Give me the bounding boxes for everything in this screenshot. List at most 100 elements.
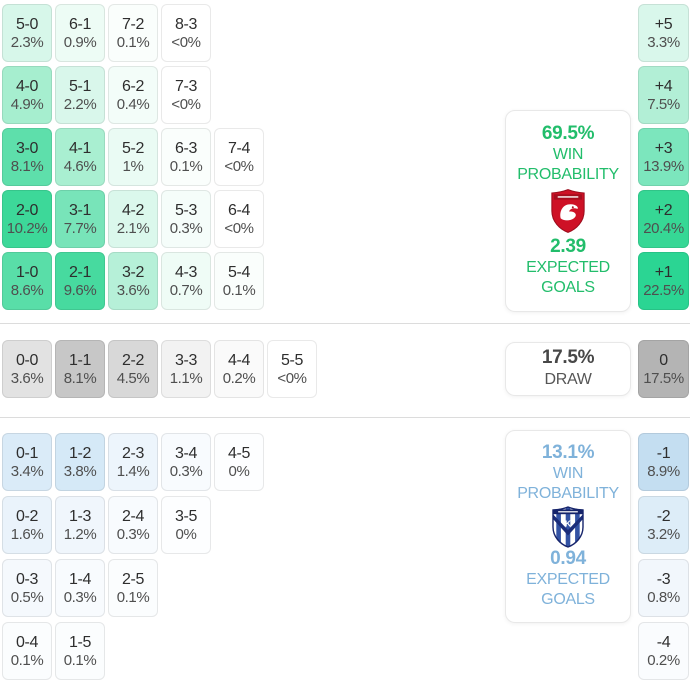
cell-probability-label: 1.6% xyxy=(10,525,44,543)
cell-probability-label: 3.6% xyxy=(116,281,150,299)
cell-score-label: 0-0 xyxy=(16,351,38,369)
cell-score-label: 4-1 xyxy=(69,139,91,157)
cell-score-label: -4 xyxy=(656,633,671,651)
cell-score-label: 3-4 xyxy=(175,444,197,462)
score-cell: 3-0 8.1% xyxy=(2,128,52,186)
svg-text:K: K xyxy=(565,518,572,528)
cell-score-label: 2-1 xyxy=(69,263,91,281)
matrix-row: -3 0.8% xyxy=(638,559,689,617)
cell-probability-label: 3.8% xyxy=(63,462,97,480)
score-cell: 4-4 0.2% xyxy=(214,340,264,398)
cell-score-label: -3 xyxy=(656,570,671,588)
cell-probability-label: 0.1% xyxy=(116,588,150,606)
matrix-row: 4-0 4.9% 5-1 2.2% 6-2 0.4% 7-3 <0% xyxy=(2,66,264,124)
cell-probability-label: 0.1% xyxy=(10,651,44,669)
cell-score-label: +4 xyxy=(654,77,673,95)
cell-score-label: +2 xyxy=(654,201,673,219)
goal-diff-cell: -3 0.8% xyxy=(638,559,689,617)
goal-diff-cell: +2 20.4% xyxy=(638,190,689,248)
cell-probability-label: 4.5% xyxy=(116,369,150,387)
draw-label: DRAW xyxy=(544,371,592,389)
matrix-row: -2 3.2% xyxy=(638,496,689,554)
cell-score-label: 4-0 xyxy=(16,77,38,95)
cell-score-label: 6-4 xyxy=(228,201,250,219)
cell-score-label: 5-2 xyxy=(122,139,144,157)
matrix-row: 0-3 0.5% 1-4 0.3% 2-5 0.1% xyxy=(2,559,264,617)
goal-diff-cell: -2 3.2% xyxy=(638,496,689,554)
cell-probability-label: 1% xyxy=(122,157,144,175)
cell-probability-label: 0.7% xyxy=(169,281,203,299)
cell-score-label: 0-4 xyxy=(16,633,38,651)
home-win-panel: 69.5% WIN PROBABILITY 2.39 EXPECTED GOAL… xyxy=(505,110,631,312)
cell-score-label: 8-3 xyxy=(175,15,197,33)
cell-probability-label: 0% xyxy=(228,462,250,480)
score-cell: 6-1 0.9% xyxy=(55,4,105,62)
home-goal-diff-column: +5 3.3% +4 7.5% +3 13.9% +2 20.4% +1 22.5% xyxy=(638,4,689,310)
matrix-row: +4 7.5% xyxy=(638,66,689,124)
home-win-probability-block: 69.5% WIN PROBABILITY xyxy=(517,123,619,185)
cell-score-label: 5-1 xyxy=(69,77,91,95)
cell-score-label: 5-3 xyxy=(175,201,197,219)
cell-score-label: 7-2 xyxy=(122,15,144,33)
matrix-row: +5 3.3% xyxy=(638,4,689,62)
score-cell: 0-0 3.6% xyxy=(2,340,52,398)
cell-probability-label: 4.6% xyxy=(63,157,97,175)
cell-probability-label: 0.1% xyxy=(169,157,203,175)
cell-probability-label: 3.2% xyxy=(647,525,680,543)
cell-probability-label: 1.4% xyxy=(116,462,150,480)
matrix-row: 0-4 0.1% 1-5 0.1% xyxy=(2,622,264,680)
cell-probability-label: 3.6% xyxy=(10,369,44,387)
cell-probability-label: 0.2% xyxy=(647,651,680,669)
draw-score-grid: 0-0 3.6% 1-1 8.1% 2-2 4.5% 3-3 1.1% 4-4 0.2% 5-5 <0… xyxy=(2,340,317,398)
cell-score-label: +5 xyxy=(654,15,673,33)
matrix-row: +2 20.4% xyxy=(638,190,689,248)
cell-probability-label: 13.9% xyxy=(643,157,684,175)
score-cell: 6-3 0.1% xyxy=(161,128,211,186)
cell-probability-label: 2.2% xyxy=(63,95,97,113)
home-expected-goals-block: 2.39 EXPECTED GOALS xyxy=(526,236,610,298)
score-cell: 1-1 8.1% xyxy=(55,340,105,398)
score-cell: 4-1 4.6% xyxy=(55,128,105,186)
score-cell: 3-1 7.7% xyxy=(55,190,105,248)
cell-score-label: 7-4 xyxy=(228,139,250,157)
away-expected-label-line1: EXPECTED xyxy=(526,571,610,588)
score-cell: 7-3 <0% xyxy=(161,66,211,124)
score-cell: 3-5 0% xyxy=(161,496,211,554)
cell-score-label: 6-1 xyxy=(69,15,91,33)
draw-panel: 17.5% DRAW xyxy=(505,342,631,396)
cell-score-label: 7-3 xyxy=(175,77,197,95)
cell-probability-label: 7.7% xyxy=(63,219,97,237)
draw-probability-value: 17.5% xyxy=(541,346,595,368)
score-cell: 4-2 2.1% xyxy=(108,190,158,248)
cell-probability-label: <0% xyxy=(171,95,201,113)
away-team-logo: K xyxy=(552,505,584,548)
cell-probability-label: 0.3% xyxy=(63,588,97,606)
away-expected-label-line2: GOALS xyxy=(541,591,595,608)
home-win-label-line2: PROBABILITY xyxy=(517,165,619,183)
matrix-row: 1-0 8.6% 2-1 9.6% 3-2 3.6% 4-3 0.7% 5-4 0.1% xyxy=(2,252,264,310)
cell-score-label: 1-1 xyxy=(69,351,91,369)
cell-score-label: +1 xyxy=(654,263,673,281)
cell-score-label: 6-3 xyxy=(175,139,197,157)
cell-score-label: 3-3 xyxy=(175,351,197,369)
away-score-grid: 0-1 3.4% 1-2 3.8% 2-3 1.4% 3-4 0.3% 4-5 0% 0-2 1.6%… xyxy=(2,433,264,680)
score-cell: 1-0 8.6% xyxy=(2,252,52,310)
matrix-row: -1 8.9% xyxy=(638,433,689,491)
cell-score-label: 6-2 xyxy=(122,77,144,95)
cell-score-label: 0-1 xyxy=(16,444,38,462)
score-cell: 6-2 0.4% xyxy=(108,66,158,124)
home-expected-label-line1: EXPECTED xyxy=(526,259,610,276)
goal-diff-cell: 0 17.5% xyxy=(638,340,689,398)
goal-diff-cell: -4 0.2% xyxy=(638,622,689,680)
away-win-probability-block: 13.1% WIN PROBABILITY xyxy=(517,442,619,504)
away-goal-diff-column: -1 8.9% -2 3.2% -3 0.8% -4 0.2% xyxy=(638,433,689,680)
cell-score-label: 5-4 xyxy=(228,263,250,281)
cell-probability-label: 0.8% xyxy=(647,588,680,606)
cell-probability-label: 20.4% xyxy=(643,219,684,237)
matrix-row: 3-0 8.1% 4-1 4.6% 5-2 1% 6-3 0.1% 7-4 <0% xyxy=(2,128,264,186)
score-cell: 2-1 9.6% xyxy=(55,252,105,310)
cell-score-label: 1-5 xyxy=(69,633,91,651)
matrix-row: 2-0 10.2% 3-1 7.7% 4-2 2.1% 5-3 0.3% 6-4 <0% xyxy=(2,190,264,248)
score-cell: 4-3 0.7% xyxy=(161,252,211,310)
